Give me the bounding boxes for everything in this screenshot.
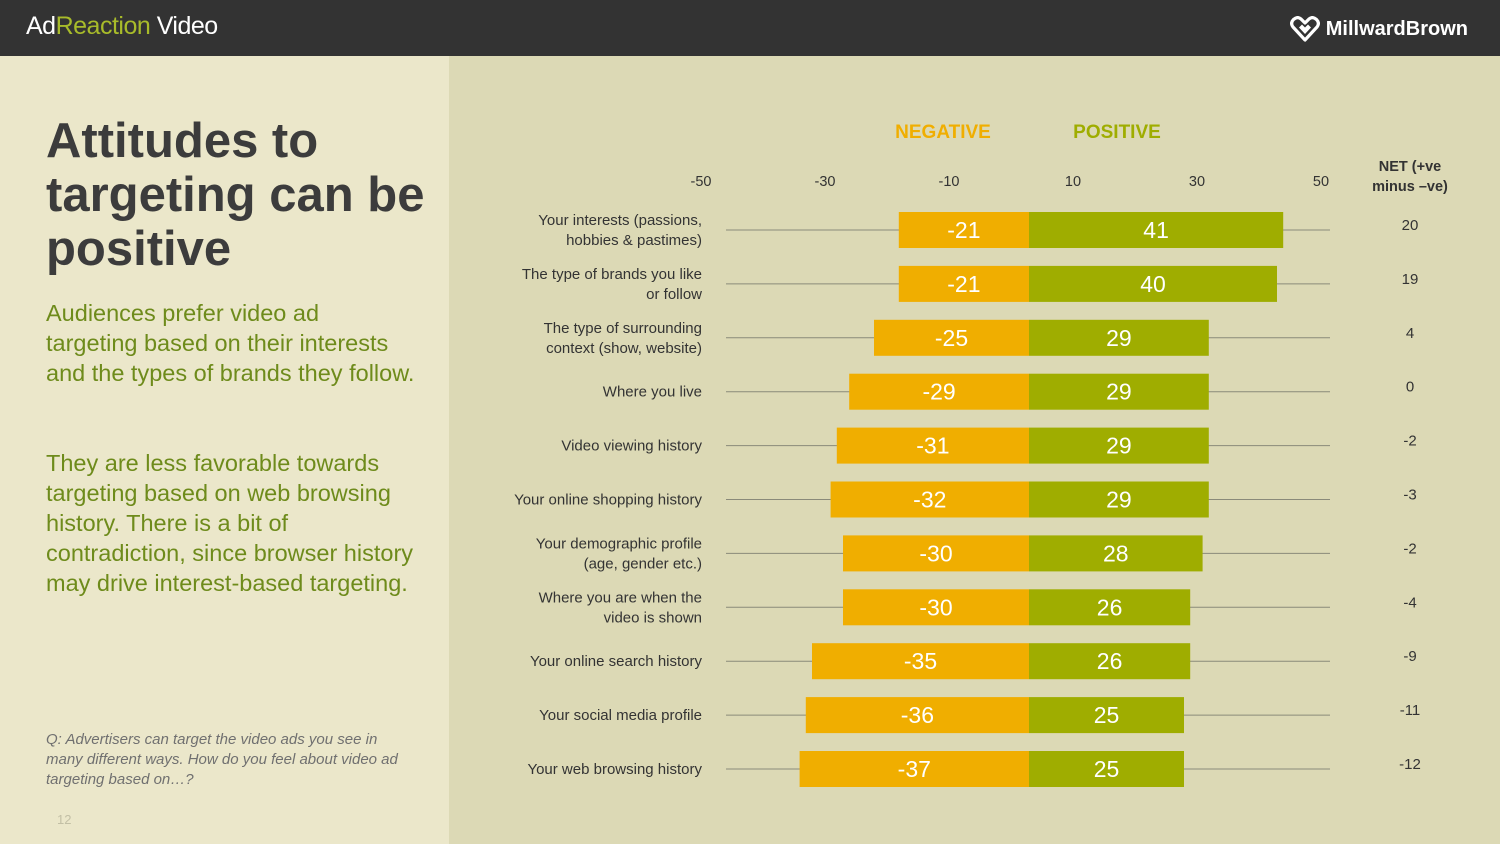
category-label: The type of surrounding context (show, we… bbox=[544, 320, 702, 357]
category-label: The type of brands you like or follow bbox=[522, 266, 702, 303]
positive-header: POSITIVE bbox=[1073, 122, 1161, 143]
positive-bar bbox=[1029, 265, 1277, 302]
positive-bar bbox=[1029, 535, 1203, 572]
page-title: Attitudes to targeting can be positive bbox=[46, 114, 425, 276]
top-bar: AdReaction Video MillwardBrown bbox=[0, 0, 1500, 56]
heart-diamond-icon bbox=[1289, 16, 1320, 42]
positive-bar bbox=[1029, 643, 1191, 680]
negative-bar bbox=[830, 481, 1029, 518]
negative-value-label: -31 bbox=[916, 433, 949, 459]
x-tick-label: 50 bbox=[1313, 174, 1329, 190]
net-value: -11 bbox=[1400, 702, 1421, 719]
positive-bar bbox=[1029, 697, 1184, 734]
x-tick-label: -10 bbox=[939, 174, 960, 190]
category-label: Your online search history bbox=[530, 653, 703, 670]
negative-header: NEGATIVE bbox=[895, 122, 991, 143]
survey-question: Q: Advertisers can target the video ads … bbox=[46, 731, 398, 788]
negative-value-label: -35 bbox=[904, 648, 937, 674]
negative-value-label: -21 bbox=[947, 271, 980, 297]
category-label: Your web browsing history bbox=[527, 761, 702, 778]
negative-value-label: -30 bbox=[919, 594, 952, 620]
positive-value-label: 29 bbox=[1106, 325, 1132, 351]
negative-value-label: -37 bbox=[898, 756, 931, 782]
x-tick-label: -30 bbox=[815, 174, 836, 190]
positive-value-label: 25 bbox=[1094, 756, 1120, 782]
category-label: Your demographic profile (age, gender etc… bbox=[536, 535, 702, 572]
positive-value-label: 29 bbox=[1106, 379, 1132, 405]
positive-value-label: 26 bbox=[1097, 648, 1123, 674]
positive-value-label: 29 bbox=[1106, 433, 1132, 459]
brand-title: AdReaction Video bbox=[26, 12, 218, 41]
millward-brown-logo: MillwardBrown bbox=[1289, 15, 1468, 43]
negative-value-label: -21 bbox=[947, 217, 980, 243]
x-tick-label: 10 bbox=[1065, 174, 1081, 190]
brand-prefix: Ad bbox=[26, 12, 56, 40]
net-value: 4 bbox=[1406, 325, 1414, 342]
category-label: Your online shopping history bbox=[514, 492, 702, 509]
negative-value-label: -32 bbox=[913, 487, 946, 513]
positive-bar bbox=[1029, 319, 1209, 356]
net-value: -2 bbox=[1403, 540, 1416, 557]
positive-bar bbox=[1029, 751, 1184, 787]
positive-bar bbox=[1029, 212, 1284, 248]
negative-bar bbox=[843, 589, 1029, 626]
positive-bar bbox=[1029, 481, 1209, 518]
negative-bar bbox=[812, 643, 1029, 680]
category-label: Where you live bbox=[603, 384, 702, 401]
brand-highlight: Reaction bbox=[55, 12, 151, 40]
positive-value-label: 26 bbox=[1097, 594, 1123, 620]
category-label: Where you are when the video is shown bbox=[539, 589, 702, 626]
positive-value-label: 28 bbox=[1103, 540, 1129, 566]
negative-value-label: -25 bbox=[935, 325, 968, 351]
net-value: 0 bbox=[1406, 379, 1414, 396]
summary-paragraph-1: Audiences prefer video ad targeting base… bbox=[46, 300, 415, 386]
category-label: Your social media profile bbox=[539, 707, 702, 724]
brand-suffix: Video bbox=[150, 12, 219, 40]
negative-bar bbox=[843, 535, 1029, 572]
positive-value-label: 40 bbox=[1140, 271, 1166, 297]
net-value: 20 bbox=[1402, 217, 1419, 234]
net-value: -4 bbox=[1403, 594, 1416, 611]
positive-bar bbox=[1029, 589, 1191, 626]
positive-bar bbox=[1029, 373, 1209, 410]
net-header: NET (+ve minus –ve) bbox=[1372, 159, 1448, 195]
net-value: 19 bbox=[1402, 271, 1419, 288]
net-value: -9 bbox=[1403, 648, 1416, 665]
negative-bar bbox=[898, 212, 1029, 248]
positive-value-label: 29 bbox=[1106, 487, 1132, 513]
negative-bar bbox=[849, 373, 1029, 410]
category-label: Video viewing history bbox=[561, 438, 702, 455]
positive-value-label: 41 bbox=[1143, 217, 1169, 243]
net-value: -3 bbox=[1403, 487, 1416, 504]
category-label: Your interests (passions, hobbies & pasti… bbox=[538, 212, 702, 249]
net-value: -2 bbox=[1403, 433, 1416, 450]
logo-text: MillwardBrown bbox=[1325, 17, 1468, 40]
negative-value-label: -29 bbox=[922, 379, 955, 405]
negative-bar bbox=[836, 427, 1029, 464]
positive-value-label: 25 bbox=[1094, 702, 1120, 728]
negative-bar bbox=[874, 319, 1029, 356]
negative-bar bbox=[805, 697, 1029, 734]
negative-bar bbox=[799, 751, 1029, 787]
positive-bar bbox=[1029, 427, 1209, 464]
page-number: 12 bbox=[57, 812, 72, 827]
x-tick-label: 30 bbox=[1189, 174, 1205, 190]
net-value: -12 bbox=[1399, 756, 1421, 773]
negative-value-label: -30 bbox=[919, 540, 952, 566]
x-tick-label: -50 bbox=[691, 174, 712, 190]
summary-paragraph-2: They are less favorable towards targetin… bbox=[46, 450, 414, 596]
left-panel: Attitudes to targeting can be positive A… bbox=[0, 56, 449, 844]
negative-bar bbox=[898, 265, 1029, 302]
negative-value-label: -36 bbox=[901, 702, 934, 728]
